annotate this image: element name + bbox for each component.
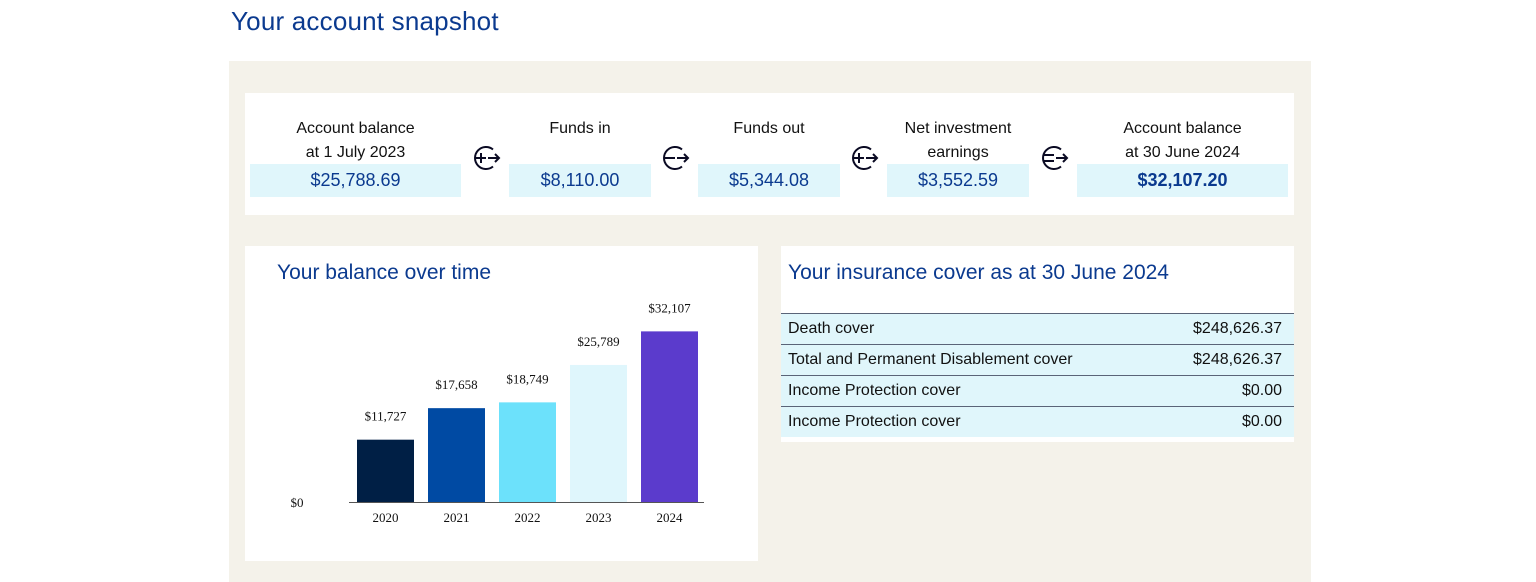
table-row: Total and Permanent Disablement cover $2…	[781, 344, 1294, 376]
bar-2022	[499, 402, 556, 502]
funds-in: Funds in $8,110.00	[509, 93, 651, 215]
page-title: Your account snapshot	[231, 6, 499, 36]
funds-in-value: $8,110.00	[509, 164, 651, 197]
cover-label: Death cover	[781, 313, 1160, 345]
table-row: Income Protection cover $0.00	[781, 375, 1294, 407]
cover-label: Income Protection cover	[781, 406, 1160, 437]
bar-data-label: $32,107	[648, 300, 691, 315]
net-investment-earnings-label: Net investment earnings	[904, 120, 1012, 161]
balance-chart-card: Your balance over time $11,727 2020 $17,65…	[245, 246, 758, 561]
chart-title: Your balance over time	[277, 261, 492, 284]
balance-bar-chart: $11,727 2020 $17,658 2021 $18,749 2022 $25,789…	[291, 300, 704, 525]
net-investment-earnings-value: $3,552.59	[887, 164, 1029, 197]
opening-balance-label: Account balance at 1 July 2023	[296, 120, 415, 161]
insurance-table: Death cover $248,626.37 Total and Perman…	[781, 313, 1294, 437]
bar-data-label: $17,658	[435, 377, 477, 392]
equals-icon	[1042, 146, 1069, 170]
insurance-card: Your insurance cover as at 30 June 2024 …	[781, 246, 1294, 442]
plus-icon	[474, 146, 501, 170]
closing-balance-label: Account balance at 30 June 2024	[1123, 120, 1242, 161]
table-row: Death cover $248,626.37	[781, 313, 1294, 345]
balance-summary: Account balance at 1 July 2023 $25,788.6…	[245, 93, 1294, 215]
x-tick-label: 2020	[373, 510, 399, 525]
insurance-title: Your insurance cover as at 30 June 2024	[788, 261, 1169, 284]
y-zero-label: $0	[291, 495, 304, 510]
bar-data-label: $25,789	[577, 334, 619, 349]
bar-2020	[357, 439, 414, 502]
cover-amount: $0.00	[1159, 375, 1294, 407]
x-tick-label: 2024	[657, 510, 684, 525]
x-tick-label: 2022	[515, 510, 541, 525]
cover-label: Total and Permanent Disablement cover	[781, 344, 1160, 376]
cover-label: Income Protection cover	[781, 375, 1160, 407]
opening-balance: Account balance at 1 July 2023 $25,788.6…	[250, 93, 461, 215]
minus-icon	[663, 146, 690, 170]
net-investment-earnings: Net investment earnings $3,552.59	[887, 93, 1029, 215]
bar-2023	[570, 364, 627, 502]
funds-in-label: Funds in	[549, 120, 611, 137]
cover-amount: $248,626.37	[1159, 313, 1294, 345]
funds-out-value: $5,344.08	[698, 164, 840, 197]
x-tick-label: 2023	[586, 510, 612, 525]
funds-out: Funds out $5,344.08	[698, 93, 840, 215]
funds-out-label: Funds out	[733, 120, 805, 137]
plus-icon	[852, 146, 879, 170]
bar-data-label: $11,727	[365, 409, 407, 424]
table-row: Income Protection cover $0.00	[781, 406, 1294, 437]
cover-amount: $248,626.37	[1159, 344, 1294, 376]
cover-amount: $0.00	[1159, 406, 1294, 437]
closing-balance: Account balance at 30 June 2024 $32,107.…	[1077, 93, 1288, 215]
bar-2024	[641, 331, 698, 502]
bar-2021	[428, 408, 485, 502]
x-tick-label: 2021	[444, 510, 470, 525]
opening-balance-value: $25,788.69	[250, 164, 461, 197]
closing-balance-value: $32,107.20	[1077, 164, 1288, 197]
snapshot-panel: Account balance at 1 July 2023 $25,788.6…	[229, 61, 1311, 582]
bar-data-label: $18,749	[506, 371, 548, 386]
